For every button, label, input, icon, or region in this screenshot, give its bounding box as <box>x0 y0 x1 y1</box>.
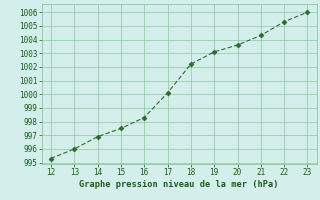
X-axis label: Graphe pression niveau de la mer (hPa): Graphe pression niveau de la mer (hPa) <box>79 180 279 189</box>
